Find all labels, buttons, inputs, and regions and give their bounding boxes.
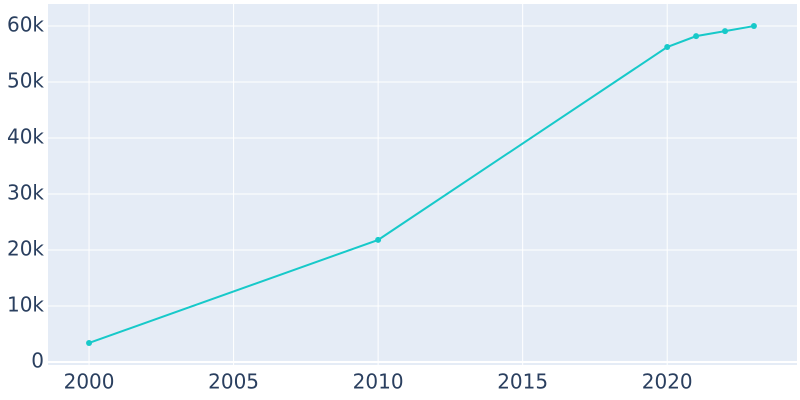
y-tick-label: 0	[31, 348, 44, 372]
data-point	[693, 33, 700, 40]
x-tick-label: 2005	[208, 370, 259, 394]
data-point	[86, 339, 93, 346]
x-tick-label: 2020	[642, 370, 693, 394]
y-tick-label: 30k	[7, 181, 44, 205]
y-tick-label: 10k	[7, 292, 44, 316]
data-line	[88, 25, 755, 344]
y-tick-label: 60k	[7, 13, 44, 37]
data-point	[722, 28, 729, 35]
x-tick-label: 2000	[64, 370, 115, 394]
y-tick-label: 40k	[7, 125, 44, 149]
x-tick-label: 2015	[497, 370, 548, 394]
y-tick-label: 50k	[7, 69, 44, 93]
y-tick-label: 20k	[7, 237, 44, 261]
x-tick-label: 2010	[353, 370, 404, 394]
data-point	[750, 23, 757, 30]
data-point	[375, 236, 382, 243]
plot-area	[48, 4, 797, 365]
data-point	[664, 44, 671, 51]
